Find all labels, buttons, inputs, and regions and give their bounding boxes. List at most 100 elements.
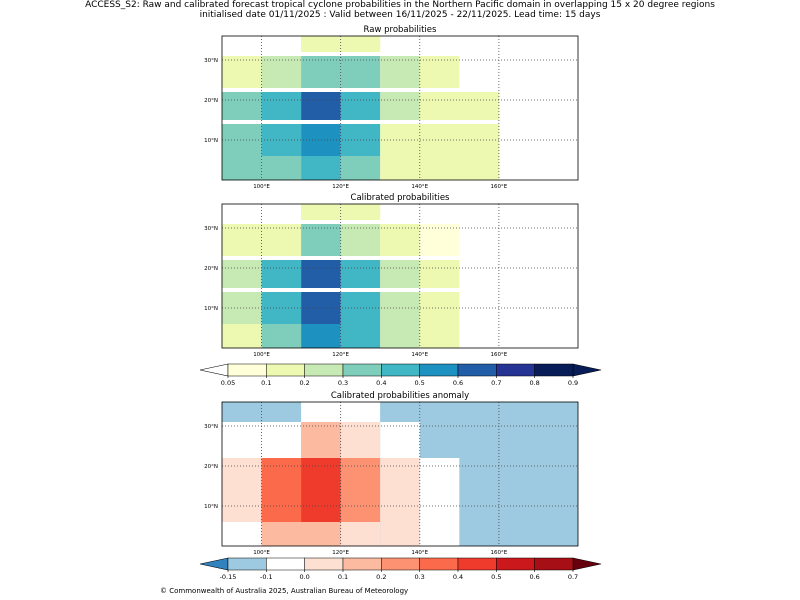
probability-cell <box>222 522 262 546</box>
probability-cell <box>419 260 460 288</box>
map-frame <box>221 203 579 349</box>
probability-cells <box>222 36 499 180</box>
probability-cell <box>301 124 341 156</box>
probability-cell <box>222 422 262 458</box>
probability-cell <box>380 522 420 546</box>
probability-cell <box>340 324 381 348</box>
probability-cell <box>380 156 420 180</box>
copyright-notice: © Commonwealth of Australia 2025, Austra… <box>160 587 409 595</box>
colorbar-segment <box>457 363 497 377</box>
colorbar-segment <box>227 557 267 571</box>
probability-cell <box>380 92 420 120</box>
colorbar-tick-label: -0.15 <box>220 573 237 581</box>
colorbar-segment <box>496 557 535 571</box>
colorbar-tick-label: 0.4 <box>376 379 386 387</box>
probability-cell <box>301 292 341 324</box>
probability-cell <box>419 156 460 180</box>
colorbar-segment <box>227 363 267 377</box>
probability-cell <box>301 56 341 88</box>
map-frame <box>221 401 579 547</box>
colorbar-tick-label: 0.4 <box>453 573 463 581</box>
map-frame <box>221 35 579 181</box>
probability-cell <box>261 522 302 546</box>
colorbar-tick-label: 0.9 <box>568 379 578 387</box>
probability-cell <box>261 92 302 120</box>
map-panel-raw: 100°E 120°E 140°E 160°E 10°N 20°N 30°N Raw prob… <box>204 25 579 190</box>
probability-cell <box>261 458 302 490</box>
colorbar-segment <box>534 557 574 571</box>
probability-cell <box>419 522 460 546</box>
colorbar-tick-label: 0.2 <box>376 573 386 581</box>
colorbar-tick-label: 0.6 <box>529 573 539 581</box>
probability-cell <box>380 56 420 88</box>
probability-cell <box>340 458 381 490</box>
probability-cell <box>380 260 420 288</box>
colorbar-segment <box>496 363 535 377</box>
panel-title: Calibrated probabilities <box>351 193 451 203</box>
colorbar-segment <box>342 363 382 377</box>
probability-cell <box>419 224 460 256</box>
colorbar-segment <box>381 363 420 377</box>
probability-cell <box>301 458 341 490</box>
x-tick-label: 140°E <box>411 352 428 358</box>
y-tick-label: 20°N <box>204 98 218 104</box>
probability-cell <box>380 224 420 256</box>
colorbar-tick-label: 0.0 <box>299 573 309 581</box>
figure-title-line1: ACCESS_S2: Raw and calibrated forecast t… <box>85 0 715 10</box>
probability-cell <box>261 56 302 88</box>
colorbar-segment <box>381 557 420 571</box>
probability-cells <box>222 402 578 546</box>
probability-cell <box>380 458 420 490</box>
probability-cell <box>340 36 381 52</box>
probability-cell <box>340 402 381 422</box>
colorbar-segment <box>266 363 305 377</box>
probability-cell <box>301 522 341 546</box>
y-tick-label: 20°N <box>204 266 218 272</box>
figure-title-line2: initialised date 01/11/2025 : Valid betw… <box>199 10 601 20</box>
probability-cell <box>301 402 341 422</box>
probability-cell <box>301 422 341 458</box>
x-tick-label: 120°E <box>332 352 349 358</box>
y-tick-label: 30°N <box>204 226 218 232</box>
colorbar-tick-label: 0.5 <box>414 379 424 387</box>
x-tick-label: 100°E <box>253 184 270 190</box>
colorbar-segment <box>304 557 344 571</box>
probability-cell <box>419 92 460 120</box>
probability-cell <box>340 224 381 256</box>
x-tick-label: 140°E <box>411 184 428 190</box>
probability-cell <box>419 56 460 88</box>
probability-cell <box>222 260 262 288</box>
probability-cell <box>261 324 302 348</box>
probability-cell <box>301 490 341 522</box>
probability-cell <box>222 56 262 88</box>
colorbar-tick-label: 0.8 <box>529 379 539 387</box>
y-tick-label: 10°N <box>204 504 218 510</box>
x-tick-label: 100°E <box>253 550 270 556</box>
probability-cell <box>222 156 262 180</box>
probability-cell <box>340 92 381 120</box>
probability-cell <box>261 422 302 458</box>
x-tick-label: 160°E <box>491 184 508 190</box>
probability-cell <box>301 260 341 288</box>
probability-cell <box>340 156 381 180</box>
panel-title: Raw probabilities <box>364 25 437 35</box>
colorbar-segment <box>266 557 305 571</box>
map-panel-anomaly: 100°E 120°E 140°E 160°E 10°N 20°N 30°N Calibrat… <box>204 391 579 556</box>
probability-cell <box>222 324 262 348</box>
probability-cell <box>419 324 460 348</box>
probability-cell <box>301 324 341 348</box>
colorbar-tick-label: 0.7 <box>491 379 501 387</box>
colorbar-tick-label: 0.5 <box>491 573 501 581</box>
colorbar-anom: -0.15 -0.1 0.0 0.1 0.2 0.3 0.4 0.5 0.6 0.7 <box>199 557 602 581</box>
probability-cell <box>380 422 420 458</box>
colorbar-segment <box>304 363 344 377</box>
probability-cell <box>301 36 341 52</box>
probability-cell <box>340 260 381 288</box>
probability-cell <box>340 522 381 546</box>
probability-cell <box>301 92 341 120</box>
colorbar-under-extension <box>199 557 229 571</box>
probability-cell <box>261 224 302 256</box>
probability-cell <box>419 458 460 490</box>
colorbar-tick-label: 0.7 <box>568 573 578 581</box>
y-tick-label: 10°N <box>204 138 218 144</box>
